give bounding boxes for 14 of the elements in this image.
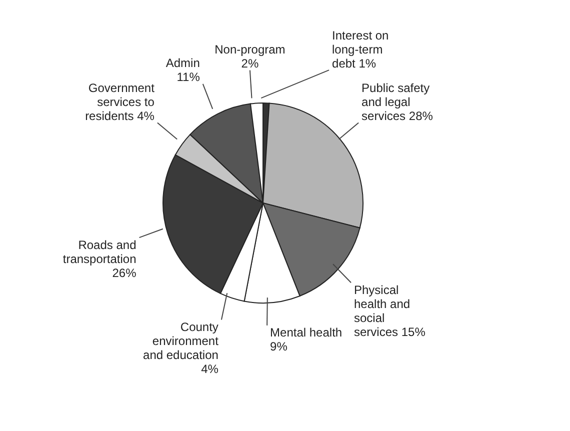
data-label: 4%: [201, 362, 219, 376]
slice-label: Roads and transportation: [62, 238, 136, 266]
data-label: 9%: [270, 340, 288, 354]
slice-label: Physical health and social services 15%: [354, 282, 426, 339]
data-label: 2%: [241, 56, 259, 70]
slice-label: Admin: [166, 56, 200, 70]
slice-label: Mental health: [270, 326, 342, 340]
slice-label: Non-program: [214, 42, 286, 56]
slice-label: Public safety and legal services 28%: [362, 80, 434, 123]
slice-label: Government services to residents 4%: [85, 80, 156, 123]
data-label: 26%: [112, 266, 137, 280]
slice-label: Interest on long-term debt 1%: [332, 28, 389, 70]
data-label: 11%: [176, 70, 200, 84]
slice-label: County environment and education: [143, 320, 220, 362]
